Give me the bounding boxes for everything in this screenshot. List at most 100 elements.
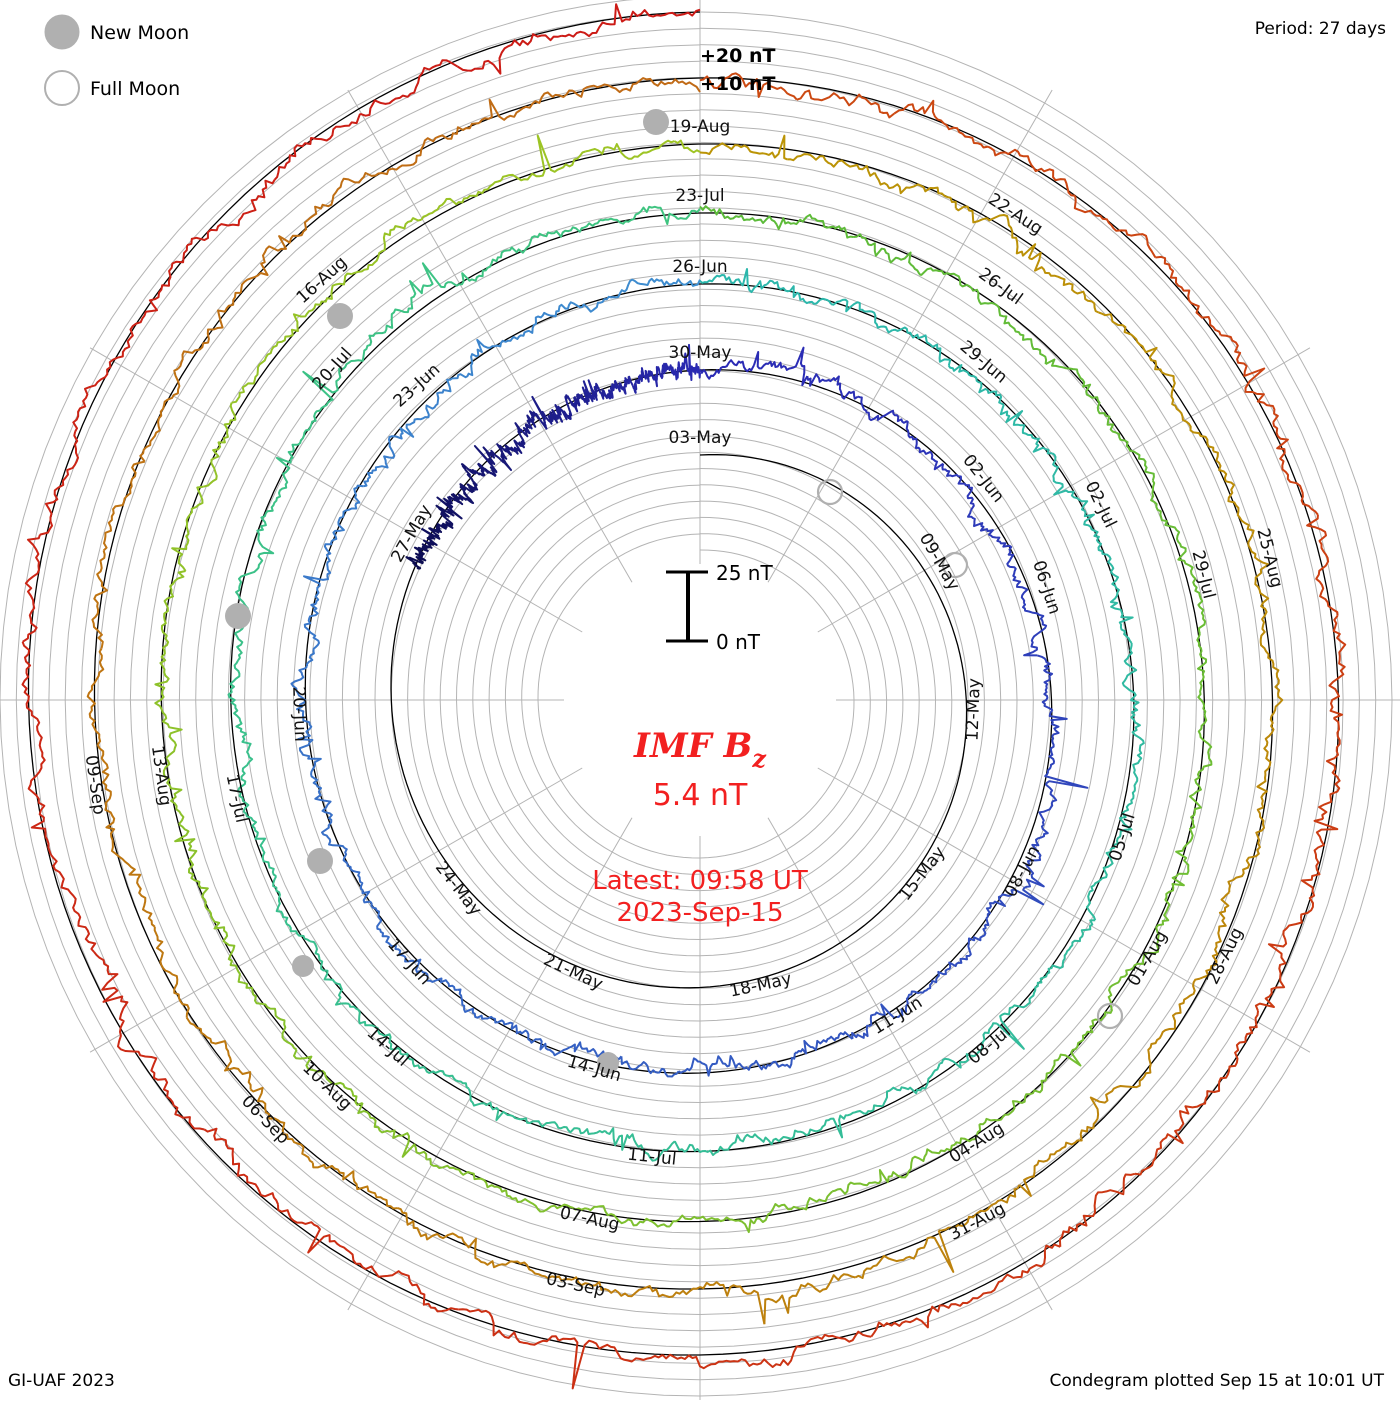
bz-trace-segment [177, 291, 241, 370]
bz-trace-segment [904, 968, 948, 1013]
bz-trace-segment [363, 434, 403, 488]
bz-trace-segment [939, 1022, 997, 1069]
date-label: 28-Aug [1203, 924, 1248, 987]
bz-trace-segment [289, 272, 352, 338]
bz-trace-segment [467, 1088, 534, 1124]
bz-trace-segment [460, 463, 479, 491]
bz-trace-segment [699, 268, 768, 294]
grid-spoke [89, 347, 583, 633]
bz-trace-segment [870, 1300, 971, 1338]
bz-trace-segment [526, 219, 601, 249]
bz-trace-segment [237, 732, 254, 810]
bz-trace-segment [50, 854, 97, 953]
bz-trace-segment [1028, 251, 1100, 314]
bz-trace-segment [370, 902, 405, 958]
bz-trace-segment [93, 951, 133, 1053]
bz-trace-segment [938, 1184, 1021, 1232]
bz-trace-segment [402, 1052, 470, 1090]
bz-trace-segment [571, 1276, 667, 1298]
grid-ring [521, 517, 871, 875]
grid-ring [488, 484, 904, 908]
bz-trace-segment [806, 373, 859, 400]
grid-spoke [767, 89, 1053, 583]
bz-trace-segment [519, 423, 532, 438]
bz-trace-segment [227, 659, 247, 735]
bz-trace-segment [459, 483, 478, 494]
bz-trace-segment [994, 303, 1048, 365]
new-moon-marker [307, 848, 333, 874]
grid-ring [455, 452, 937, 941]
bz-trace-segment [969, 1243, 1061, 1302]
grid-ring [504, 500, 888, 892]
bz-trace-segment [342, 847, 373, 904]
new-moon-marker [327, 303, 353, 329]
bz-trace-segment [1177, 554, 1207, 635]
bz-trace-segment [657, 362, 669, 380]
bz-trace-segment [753, 346, 809, 387]
bz-trace-segment [238, 513, 275, 586]
spiral-baseline [93, 77, 1274, 1290]
bz-trace-segment [631, 374, 642, 394]
bz-trace-segment [494, 311, 553, 348]
bz-trace-segment [667, 364, 679, 381]
bz-trace-segment [775, 213, 854, 239]
credit-footer: GI-UAF 2023 [8, 1371, 115, 1391]
bz-trace-segment [671, 78, 701, 93]
bz-trace-segment [677, 352, 689, 374]
bz-trace-segment [514, 422, 526, 449]
bz-trace-segment [1196, 633, 1208, 715]
bz-trace-segment [669, 1214, 755, 1234]
bz-trace-segment [509, 439, 523, 455]
bz-trace-segment [593, 382, 608, 400]
bz-trace-segment [699, 134, 788, 161]
bz-trace-segment [1018, 1125, 1094, 1197]
bz-trace-segment [815, 1104, 883, 1139]
bz-trace-segment [314, 790, 346, 849]
bz-trace-segment [1306, 514, 1339, 616]
bz-trace-segment [39, 431, 79, 536]
bz-trace-segment [1038, 766, 1089, 826]
bz-trace-segment [1109, 574, 1134, 644]
full-moon-icon [44, 70, 80, 106]
bz-trace-segment [551, 404, 568, 423]
bz-trace-segment [272, 875, 311, 943]
bz-trace-segment [941, 463, 975, 511]
bz-trace-segment [640, 367, 651, 383]
bz-trace-segment [766, 279, 832, 305]
bz-trace-segment [506, 1021, 562, 1057]
bz-trace-segment [131, 1050, 205, 1131]
bz-trace-segment [587, 1205, 670, 1228]
bz-trace-segment [309, 940, 350, 1006]
date-label: 16-Aug [293, 252, 351, 307]
date-labels: 03-May09-May12-May15-May18-May21-May24-M… [81, 117, 1287, 1301]
bz-trace-segment [605, 383, 615, 400]
bz-trace-segment [1045, 1017, 1104, 1078]
bz-trace-segment [565, 395, 581, 413]
bz-trace-segment [1089, 1054, 1152, 1129]
bz-trace-segment [545, 409, 559, 425]
bz-trace-segment [787, 153, 876, 177]
bz-trace-segment [435, 504, 454, 526]
bz-trace-segment [21, 641, 43, 750]
bz-trace-segment [231, 335, 290, 404]
bz-trace-segment [505, 1189, 588, 1213]
bz-trace-segment [153, 926, 190, 1018]
bz-trace-segment [465, 467, 486, 477]
bz-trace-segment [477, 1258, 573, 1282]
date-label: 05-Jul [1105, 811, 1139, 864]
grid-spoke [817, 347, 1311, 633]
bz-trace-segment [1121, 643, 1140, 714]
bz-trace-segment [1073, 195, 1157, 258]
bz-trace-segment [139, 367, 181, 463]
bz-trace-segment [478, 89, 573, 124]
bz-trace-segment [203, 1127, 279, 1205]
bz-trace-segment [737, 1052, 796, 1071]
bz-trace-segment [585, 139, 675, 160]
bz-trace-segment [678, 1055, 739, 1077]
date-label: 30-May [669, 343, 732, 363]
bz-trace-segment [946, 924, 987, 971]
bz-trace-segment [307, 167, 393, 221]
bz-trace-segment [699, 205, 778, 226]
bz-trace-segment [1318, 717, 1341, 820]
